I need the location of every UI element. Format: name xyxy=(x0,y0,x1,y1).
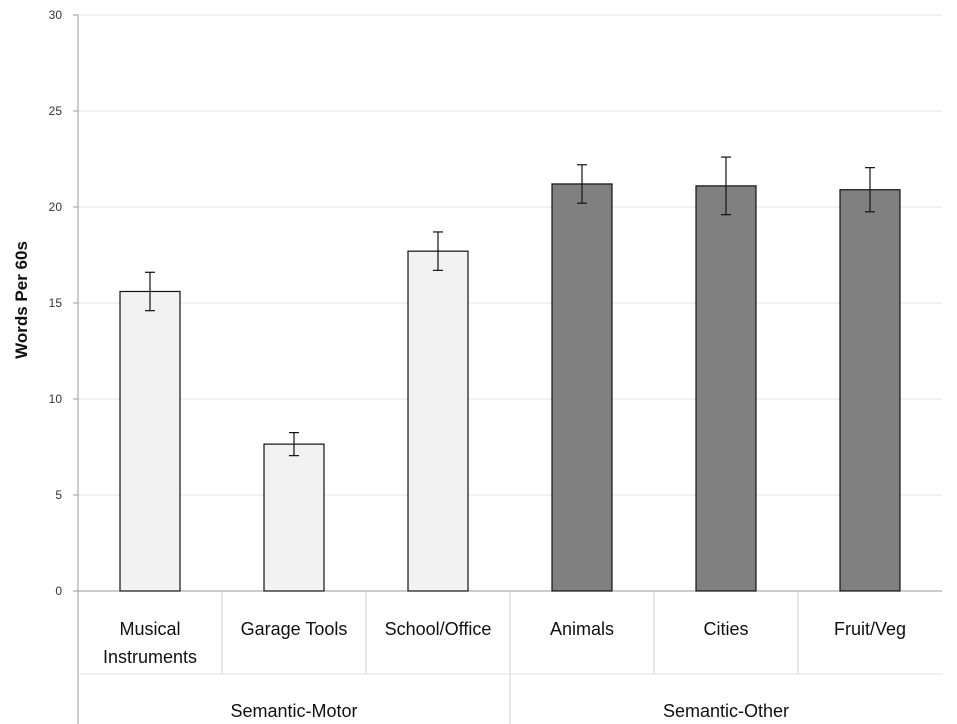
category-label: Cities xyxy=(703,619,748,639)
y-tick-label: 15 xyxy=(49,296,63,310)
bars xyxy=(119,183,901,592)
y-tick-label: 30 xyxy=(49,8,63,22)
bar xyxy=(263,443,325,592)
bar xyxy=(551,183,613,592)
category-label: Fruit/Veg xyxy=(834,619,906,639)
y-tick-label: 20 xyxy=(49,200,63,214)
gridlines xyxy=(78,14,942,496)
bar xyxy=(695,185,757,592)
category-label: Animals xyxy=(550,619,614,639)
bar xyxy=(839,189,901,592)
category-label: Garage Tools xyxy=(241,619,348,639)
category-label: Instruments xyxy=(103,647,197,667)
bar xyxy=(119,290,181,592)
y-axis-label: Words Per 60s xyxy=(12,241,31,359)
category-label: Musical xyxy=(119,619,180,639)
error-bars xyxy=(145,156,875,457)
y-tick-label: 25 xyxy=(49,104,63,118)
y-tick-label: 10 xyxy=(49,392,63,406)
y-tick-label: 0 xyxy=(55,584,62,598)
group-label: Semantic-Motor xyxy=(230,701,357,721)
axes xyxy=(73,14,942,724)
labels: 0 5 10 15 20 25 30 Musical Instruments Garage Too… xyxy=(49,8,906,721)
bar xyxy=(407,250,469,592)
category-label: School/Office xyxy=(385,619,492,639)
group-label: Semantic-Other xyxy=(663,701,789,721)
y-tick-label: 5 xyxy=(55,488,62,502)
